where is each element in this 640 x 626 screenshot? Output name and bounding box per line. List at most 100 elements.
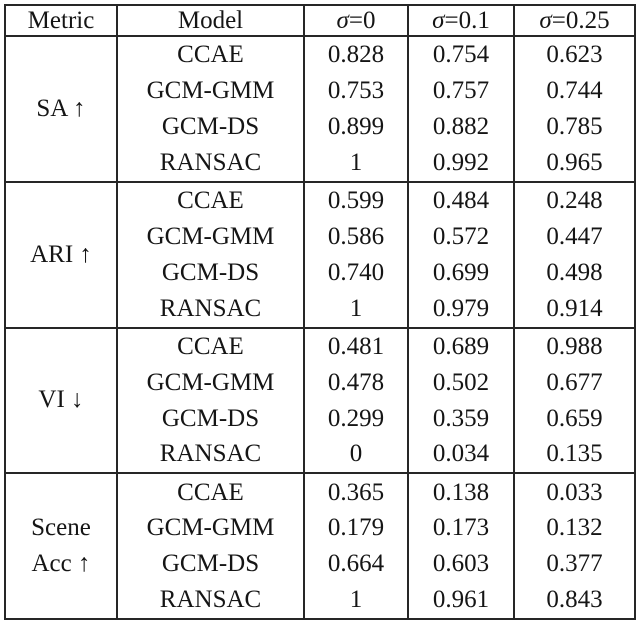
value-cell: 0.988	[513, 327, 635, 365]
column-header-sigma-0-1: σ=0.1	[407, 5, 514, 37]
value-cell: 0.033	[513, 473, 635, 511]
column-header-sigma-0-25: σ=0.25	[513, 5, 635, 37]
value-cell: 0.359	[407, 400, 514, 437]
table-row: RANSAC 1 0.979 0.914	[5, 290, 635, 328]
model-cell: RANSAC	[116, 581, 304, 619]
value-cell: 0.377	[513, 546, 635, 582]
table-row: SA ↑ CCAE 0.828 0.754 0.623	[4, 36, 635, 182]
value-cell: 0.744	[513, 73, 635, 109]
value-cell: 0.034	[407, 436, 514, 474]
value-cell: 0.478	[303, 364, 408, 401]
value-cell: 1	[303, 290, 408, 328]
value-cell: 0.299	[303, 400, 408, 437]
column-header-sigma-0: σ=0	[303, 5, 408, 37]
table-row: RANSAC 1 0.961 0.843	[5, 581, 635, 619]
sigma-value: =0.1	[444, 6, 490, 34]
model-cell: GCM-DS	[116, 400, 304, 437]
model-cell: CCAE	[116, 473, 304, 511]
value-cell: 0	[303, 436, 408, 474]
model-cell: GCM-GMM	[116, 73, 304, 109]
model-cell: CCAE	[116, 327, 304, 365]
table-row: Scene Acc ↑ CCAE 0.365 0.138 0.033	[4, 473, 635, 619]
value-cell: 0.740	[303, 254, 408, 291]
model-cell: GCM-DS	[116, 108, 304, 145]
metric-label-line: VI ↓	[38, 386, 84, 414]
metric-label-line: ARI ↑	[30, 240, 92, 268]
model-cell: GCM-GMM	[116, 510, 304, 547]
model-cell: RANSAC	[116, 436, 304, 474]
table-row: RANSAC 0 0.034 0.135	[5, 436, 635, 474]
value-cell: 0.572	[407, 218, 514, 255]
value-cell: 0.179	[303, 510, 408, 547]
model-cell: CCAE	[116, 36, 304, 74]
results-table: Metric Model σ=0 σ=0.1 σ=0.25 SA ↑ CCAE …	[4, 4, 636, 620]
table-row: GCM-DS 0.299 0.359 0.659	[5, 400, 635, 437]
sigma-symbol: σ	[432, 6, 445, 34]
model-cell: GCM-DS	[116, 254, 304, 291]
metric-label-line: Scene	[31, 513, 91, 541]
value-cell: 0.699	[407, 254, 514, 291]
section-sa: SA ↑ CCAE 0.828 0.754 0.623 GCM-GMM 0.75…	[4, 36, 635, 182]
sigma-symbol: σ	[539, 6, 552, 34]
table-row: GCM-DS 0.740 0.699 0.498	[5, 254, 635, 291]
model-cell: RANSAC	[116, 144, 304, 182]
value-cell: 0.677	[513, 364, 635, 401]
table-row: GCM-GMM 0.179 0.173 0.132	[5, 510, 635, 547]
table-row: VI ↓ CCAE 0.481 0.689 0.988	[4, 327, 635, 474]
value-cell: 0.828	[303, 36, 408, 74]
value-cell: 0.659	[513, 400, 635, 437]
value-cell: 0.623	[513, 36, 635, 74]
metric-cell-ari: ARI ↑	[4, 181, 117, 328]
metric-cell-scene-acc: Scene Acc ↑	[4, 473, 117, 619]
value-cell: 0.689	[407, 327, 514, 365]
table-row: GCM-GMM 0.753 0.757 0.744	[5, 73, 635, 109]
value-cell: 0.365	[303, 473, 408, 511]
value-cell: 0.173	[407, 510, 514, 547]
model-cell: GCM-GMM	[116, 218, 304, 255]
value-cell: 0.753	[303, 73, 408, 109]
value-cell: 0.138	[407, 473, 514, 511]
value-cell: 0.754	[407, 36, 514, 74]
model-cell: GCM-GMM	[116, 364, 304, 401]
value-cell: 0.979	[407, 290, 514, 328]
value-cell: 0.961	[407, 581, 514, 619]
value-cell: 0.843	[513, 581, 635, 619]
model-cell: CCAE	[116, 181, 304, 219]
metric-cell-vi: VI ↓	[4, 327, 117, 474]
value-cell: 0.899	[303, 108, 408, 145]
value-cell: 0.757	[407, 73, 514, 109]
value-cell: 0.484	[407, 181, 514, 219]
value-cell: 0.914	[513, 290, 635, 328]
value-cell: 0.447	[513, 218, 635, 255]
column-header-metric: Metric	[4, 5, 117, 37]
value-cell: 0.603	[407, 546, 514, 582]
table-row: GCM-DS 0.899 0.882 0.785	[5, 108, 635, 145]
section-vi: VI ↓ CCAE 0.481 0.689 0.988 GCM-GMM 0.47…	[4, 327, 635, 474]
metric-label-line: SA ↑	[36, 94, 86, 122]
model-cell: RANSAC	[116, 290, 304, 328]
sigma-value: =0.25	[551, 6, 610, 34]
model-cell: GCM-DS	[116, 546, 304, 582]
section-scene-acc: Scene Acc ↑ CCAE 0.365 0.138 0.033 GCM-G…	[4, 473, 635, 619]
table-header: Metric Model σ=0 σ=0.1 σ=0.25	[4, 5, 635, 37]
value-cell: 1	[303, 144, 408, 182]
value-cell: 1	[303, 581, 408, 619]
column-header-model: Model	[116, 5, 304, 37]
metric-cell-sa: SA ↑	[4, 36, 117, 182]
table-row: GCM-DS 0.664 0.603 0.377	[5, 546, 635, 582]
table-row: RANSAC 1 0.992 0.965	[5, 144, 635, 182]
value-cell: 0.586	[303, 218, 408, 255]
value-cell: 0.785	[513, 108, 635, 145]
value-cell: 0.965	[513, 144, 635, 182]
table-row: ARI ↑ CCAE 0.599 0.484 0.248	[4, 181, 635, 328]
table-row: GCM-GMM 0.586 0.572 0.447	[5, 218, 635, 255]
sigma-value: =0	[348, 6, 376, 34]
value-cell: 0.992	[407, 144, 514, 182]
value-cell: 0.132	[513, 510, 635, 547]
sigma-symbol: σ	[336, 6, 349, 34]
section-ari: ARI ↑ CCAE 0.599 0.484 0.248 GCM-GMM 0.5…	[4, 181, 635, 328]
metric-label-line: Acc ↑	[31, 550, 91, 578]
value-cell: 0.502	[407, 364, 514, 401]
value-cell: 0.664	[303, 546, 408, 582]
